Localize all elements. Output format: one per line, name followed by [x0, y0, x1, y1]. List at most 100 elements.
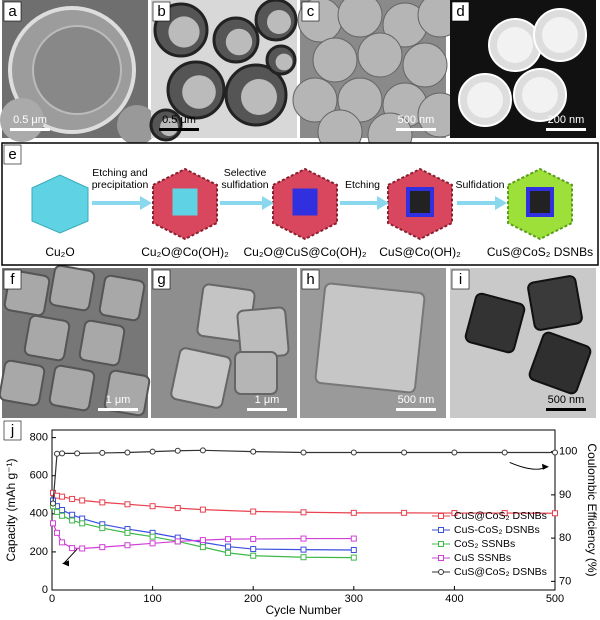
particle: [32, 25, 122, 115]
stage-label: Cu₂O: [45, 245, 74, 259]
step-label: Etching: [345, 179, 380, 191]
particle: [312, 37, 358, 83]
data-point: [99, 449, 106, 456]
data-point: [99, 544, 106, 551]
particle: [527, 275, 583, 331]
panel-label: f: [10, 271, 15, 288]
data-point: [79, 545, 86, 552]
y-tick-label: 200: [30, 546, 48, 558]
data-point: [250, 535, 257, 542]
data-point: [300, 554, 307, 561]
scale-bar: [546, 128, 586, 131]
data-point: [54, 450, 61, 457]
scale-bar-label: 1 μm: [106, 394, 131, 406]
data-point: [350, 509, 357, 516]
particle: [528, 331, 592, 395]
y2-tick-label: 70: [559, 575, 571, 587]
arrow-head: [262, 196, 274, 210]
data-point: [59, 493, 66, 500]
particle: [497, 27, 533, 63]
micrograph: [450, 0, 596, 138]
legend-marker: [438, 555, 444, 561]
panel-label: j: [10, 422, 14, 439]
stage-label: Cu₂O@Co(OH)₂: [141, 245, 229, 259]
panel-label: d: [456, 3, 464, 20]
x-tick-label: 100: [143, 593, 161, 605]
axis-arrow-head: [62, 560, 69, 567]
particle: [241, 79, 277, 115]
scale-bar: [159, 128, 199, 131]
data-point: [124, 501, 131, 508]
data-point: [250, 552, 257, 559]
particle: [357, 32, 403, 78]
data-point: [69, 511, 76, 518]
particle: [267, 10, 291, 34]
data-point: [552, 510, 558, 517]
step-label: precipitation: [92, 179, 149, 191]
scale-bar-label: 500 nm: [398, 394, 435, 406]
scale-bar-label: 0.5 μm: [13, 114, 47, 126]
x-tick-label: 300: [345, 593, 363, 605]
particle: [0, 359, 46, 407]
particle: [402, 42, 448, 88]
x-axis-title: Cycle Number: [265, 603, 341, 617]
stage-label: CuS@Co(OH)₂: [379, 245, 461, 259]
step-label: Selective: [224, 167, 267, 179]
y-tick-label: 600: [30, 470, 48, 482]
particle: [103, 369, 151, 417]
legend-marker: [438, 527, 444, 533]
data-point: [69, 545, 76, 552]
scale-bar-label: 200 nm: [548, 114, 585, 126]
axis-arrow: [509, 461, 548, 470]
data-point: [79, 515, 86, 522]
legend-label: CuS SSNBs: [454, 552, 511, 564]
legend-marker: [438, 513, 444, 519]
panel-label: a: [8, 3, 17, 20]
data-point: [99, 499, 106, 506]
data-point: [199, 447, 206, 454]
stage-label: CuS@CoS₂ DSNBs: [487, 245, 593, 259]
panel-label-box: [152, 1, 171, 22]
data-point: [79, 497, 86, 504]
data-point: [250, 448, 257, 455]
data-point: [54, 492, 61, 499]
data-point: [149, 448, 156, 455]
scale-bar: [396, 408, 436, 411]
panel-label: h: [306, 271, 314, 288]
data-point: [74, 450, 81, 457]
panel-label-box: [3, 144, 22, 165]
micrograph: [292, 0, 463, 158]
panel-label-box: [451, 1, 470, 22]
data-point: [69, 495, 76, 502]
particle: [182, 75, 216, 109]
data-point: [54, 529, 61, 536]
data-point: [300, 449, 307, 456]
micrograph: [450, 268, 596, 418]
particle: [168, 16, 200, 48]
y2-tick-label: 80: [559, 532, 571, 544]
y2-tick-label: 100: [559, 446, 577, 458]
particle: [522, 77, 558, 113]
particle: [275, 53, 293, 71]
data-point: [59, 507, 66, 513]
data-point: [350, 535, 357, 542]
panel-label: g: [157, 271, 165, 288]
scale-bar: [546, 408, 586, 411]
micrograph: [151, 268, 297, 418]
particle: [464, 292, 526, 354]
data-point: [552, 449, 558, 456]
particle: [234, 351, 278, 395]
x-tick-label: 200: [244, 593, 262, 605]
data-point: [79, 520, 86, 527]
particle: [48, 364, 96, 412]
micrograph: [0, 264, 151, 418]
panel-label: i: [459, 271, 462, 288]
y-tick-label: 400: [30, 508, 48, 520]
data-point: [501, 449, 508, 456]
micrograph: [149, 0, 298, 142]
arrow-head: [140, 196, 152, 210]
data-point: [451, 449, 458, 456]
data-point: [174, 447, 181, 454]
cube: [31, 174, 89, 234]
data-point: [501, 510, 508, 517]
